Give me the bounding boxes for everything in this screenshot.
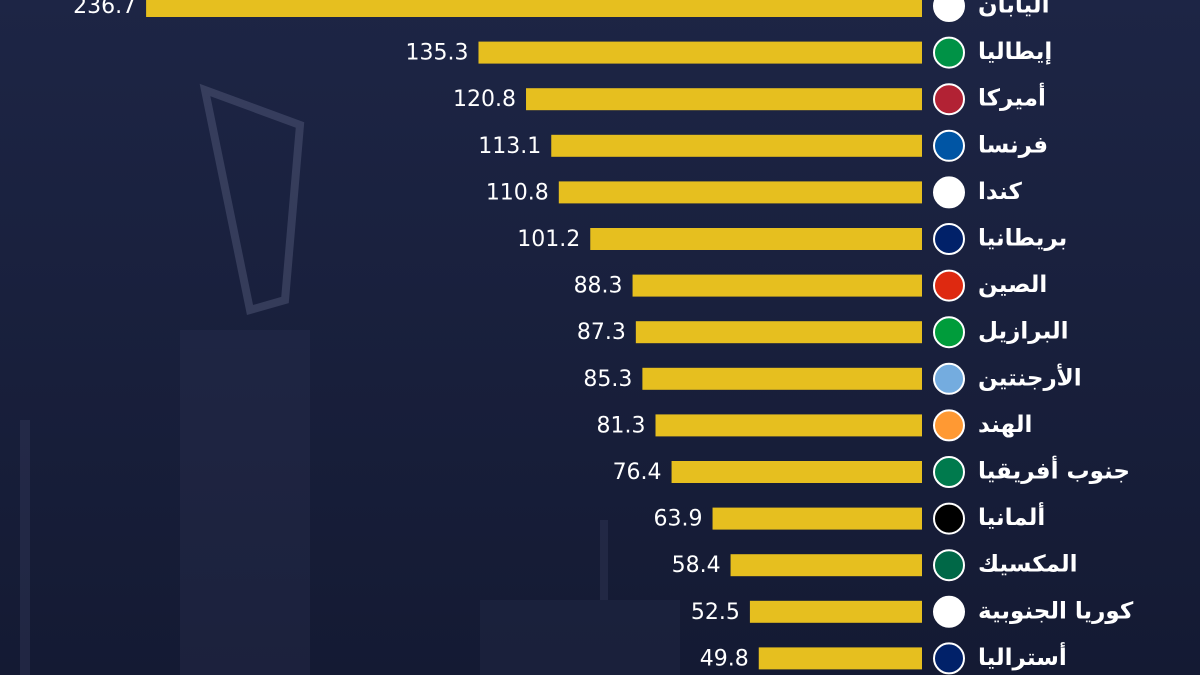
- category-label: اليابان: [978, 0, 1049, 19]
- category-label: الأرجنتين: [978, 362, 1082, 391]
- flag-icon: [933, 129, 965, 162]
- category-label: البرازيل: [978, 319, 1069, 345]
- flag-icon: [933, 223, 965, 255]
- category-label: جنوب أفريقيا: [978, 455, 1130, 485]
- bar: [671, 461, 922, 483]
- flag-icon: [933, 642, 965, 675]
- category-label: الهند: [978, 412, 1032, 438]
- flag-icon: [933, 316, 965, 349]
- flag-icon: [933, 409, 965, 442]
- value-label: 76.4: [613, 460, 662, 485]
- value-label: 63.9: [654, 507, 703, 532]
- bar: [730, 554, 922, 577]
- category-label: المكسيك: [978, 552, 1078, 578]
- value-label: 113.1: [478, 134, 541, 159]
- value-label: 135.3: [406, 41, 469, 66]
- rows: 236.7 اليابان 135.3 إيطاليا 120.8 أميركا 113.1…: [73, 0, 1134, 675]
- category-label: فرنسا: [978, 132, 1048, 158]
- category-label: أستراليا: [978, 641, 1067, 671]
- bar: [758, 647, 922, 670]
- bar: [642, 367, 922, 390]
- flag-icon: [933, 83, 965, 116]
- value-label: 81.3: [597, 413, 646, 438]
- bar: [526, 88, 922, 111]
- category-label: كندا: [978, 179, 1023, 205]
- flag-icon: [933, 595, 965, 628]
- bar: [478, 41, 922, 64]
- bar: [712, 507, 922, 530]
- category-label: ألمانيا: [978, 501, 1045, 531]
- flag-icon: [933, 269, 965, 302]
- value-label: 236.7: [73, 0, 136, 19]
- value-label: 87.3: [577, 320, 626, 345]
- bar: [146, 0, 922, 17]
- bar: [590, 228, 922, 250]
- bar: [655, 414, 922, 437]
- flag-icon: [933, 176, 965, 209]
- value-label: 120.8: [453, 87, 516, 112]
- flag-icon: [933, 362, 965, 395]
- category-label: الصين: [978, 272, 1047, 298]
- flag-icon: [933, 549, 965, 582]
- flag-icon: [933, 0, 965, 22]
- value-label: 88.3: [574, 274, 623, 299]
- bar: [558, 181, 922, 204]
- category-label: بريطانيا: [978, 226, 1067, 252]
- value-label: 110.8: [486, 180, 549, 205]
- value-label: 52.5: [691, 600, 740, 625]
- value-label: 49.8: [700, 646, 749, 671]
- flag-icon: [933, 456, 965, 488]
- bar: [551, 134, 922, 157]
- category-label: أميركا: [978, 82, 1046, 112]
- bar: [635, 321, 922, 344]
- category-label: إيطاليا: [978, 39, 1052, 65]
- flag-icon: [933, 36, 965, 69]
- bar: [632, 274, 922, 297]
- bar: [749, 600, 922, 623]
- flag-icon: [933, 502, 965, 535]
- category-label: كوريا الجنوبية: [978, 598, 1134, 624]
- value-label: 58.4: [672, 553, 721, 578]
- value-label: 101.2: [517, 227, 580, 252]
- value-label: 85.3: [583, 367, 632, 392]
- skyline: [20, 83, 680, 675]
